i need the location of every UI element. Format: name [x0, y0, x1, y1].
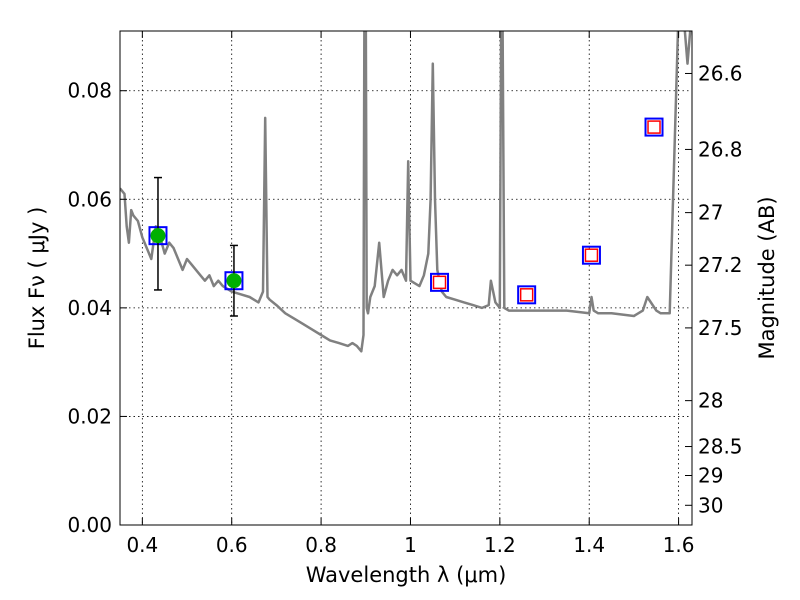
- magnitude-tick-label: 26.6: [698, 61, 743, 85]
- y-tick-label: 0.08: [67, 79, 112, 103]
- y-tick-label: 0.00: [67, 513, 112, 537]
- x-tick-label: 1: [404, 533, 417, 557]
- magnitude-tick-label: 27: [698, 201, 723, 225]
- observed-flux-point: [226, 273, 242, 289]
- sed-model-line: [120, 31, 692, 353]
- y-axis-label: Flux Fν ( μJy ): [25, 207, 49, 350]
- model-flux-box: [430, 272, 450, 292]
- upper-limit-square: [432, 275, 447, 290]
- plot-area: [120, 31, 692, 353]
- upper-limit-square: [647, 120, 661, 134]
- x-tick-label: 0.4: [126, 533, 158, 557]
- magnitude-tick-label: 27.2: [698, 253, 743, 277]
- x-tick-label: 1.4: [573, 533, 605, 557]
- magnitude-tick-label: 26.8: [698, 137, 743, 161]
- y-tick-label: 0.04: [67, 296, 112, 320]
- model-flux-box: [644, 117, 664, 137]
- model-flux-box: [581, 245, 601, 265]
- x-tick-label: 0.6: [216, 533, 248, 557]
- magnitude-tick-label: 28: [698, 389, 723, 413]
- x-tick-label: 1.6: [663, 533, 695, 557]
- magnitude-tick-label: 28.5: [698, 435, 743, 459]
- magnitude-axis-label: Magnitude (AB): [755, 196, 779, 359]
- magnitude-tick-label: 29: [698, 463, 723, 487]
- model-flux-box: [517, 285, 537, 305]
- x-axis-label: Wavelength λ (μm): [306, 563, 507, 587]
- y-tick-label: 0.06: [67, 187, 112, 211]
- upper-limit-square: [584, 248, 599, 262]
- axis-ticks: 0.4 0.6 0.8 1 1.2 1.4 1.6 0.00 0.02 0.04 0.06 0.08 2…: [67, 31, 743, 557]
- x-tick-label: 0.8: [305, 533, 337, 557]
- y-tick-label: 0.02: [67, 404, 112, 428]
- upper-limit-square: [519, 288, 534, 302]
- magnitude-tick-label: 30: [698, 493, 723, 517]
- magnitude-tick-label: 27.5: [698, 316, 743, 340]
- observed-flux-point: [150, 228, 166, 244]
- x-tick-label: 1.2: [484, 533, 516, 557]
- plot-frame: [119, 30, 693, 526]
